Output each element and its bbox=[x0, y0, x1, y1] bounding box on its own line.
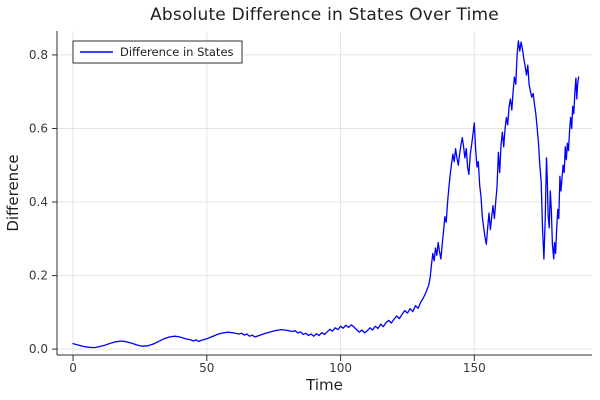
x-tick-label: 0 bbox=[69, 361, 77, 375]
legend-box bbox=[72, 40, 243, 64]
x-tick-label: 100 bbox=[329, 361, 352, 375]
y-tick-label: 0.2 bbox=[29, 269, 48, 283]
legend-label: Difference in States bbox=[120, 45, 234, 59]
x-axis-label: Time bbox=[306, 376, 343, 394]
chart-title: Absolute Difference in States Over Time bbox=[150, 5, 499, 25]
y-tick-label: 0.0 bbox=[29, 342, 48, 356]
y-tick-label: 0.8 bbox=[29, 48, 48, 62]
x-tick-label: 50 bbox=[199, 361, 214, 375]
series-line bbox=[72, 40, 580, 349]
y-tick-label: 0.4 bbox=[29, 195, 48, 209]
y-tick-label: 0.6 bbox=[29, 121, 48, 135]
y-axis-label: Difference bbox=[4, 154, 22, 232]
x-tick-label: 150 bbox=[463, 361, 486, 375]
